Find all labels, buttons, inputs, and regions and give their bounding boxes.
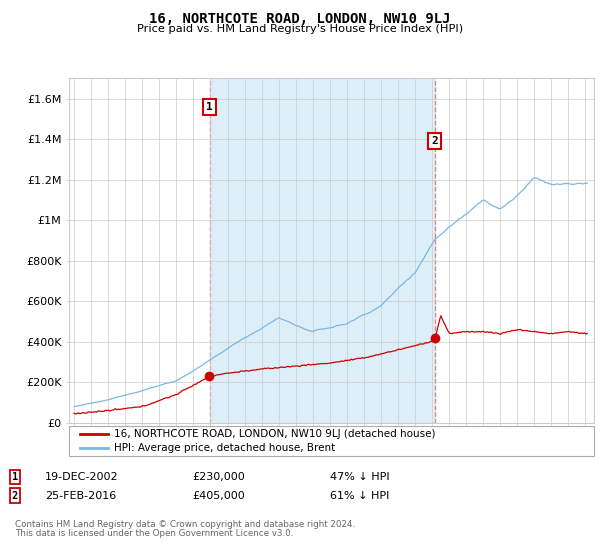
Text: 25-FEB-2016: 25-FEB-2016 — [45, 491, 116, 501]
Text: 16, NORTHCOTE ROAD, LONDON, NW10 9LJ: 16, NORTHCOTE ROAD, LONDON, NW10 9LJ — [149, 12, 451, 26]
Text: £230,000: £230,000 — [192, 472, 245, 482]
Text: Contains HM Land Registry data © Crown copyright and database right 2024.: Contains HM Land Registry data © Crown c… — [15, 520, 355, 529]
Text: This data is licensed under the Open Government Licence v3.0.: This data is licensed under the Open Gov… — [15, 529, 293, 538]
Text: 1: 1 — [12, 472, 18, 482]
Text: 47% ↓ HPI: 47% ↓ HPI — [330, 472, 389, 482]
Text: 1: 1 — [206, 102, 213, 112]
Text: 2: 2 — [431, 136, 438, 146]
Text: 2: 2 — [12, 491, 18, 501]
Bar — [210, 78, 434, 423]
Text: 61% ↓ HPI: 61% ↓ HPI — [330, 491, 389, 501]
Text: Price paid vs. HM Land Registry's House Price Index (HPI): Price paid vs. HM Land Registry's House … — [137, 24, 463, 34]
Text: £405,000: £405,000 — [192, 491, 245, 501]
Text: 19-DEC-2002: 19-DEC-2002 — [45, 472, 119, 482]
Text: 16, NORTHCOTE ROAD, LONDON, NW10 9LJ (detached house): 16, NORTHCOTE ROAD, LONDON, NW10 9LJ (de… — [114, 429, 436, 439]
Text: HPI: Average price, detached house, Brent: HPI: Average price, detached house, Bren… — [114, 444, 335, 454]
